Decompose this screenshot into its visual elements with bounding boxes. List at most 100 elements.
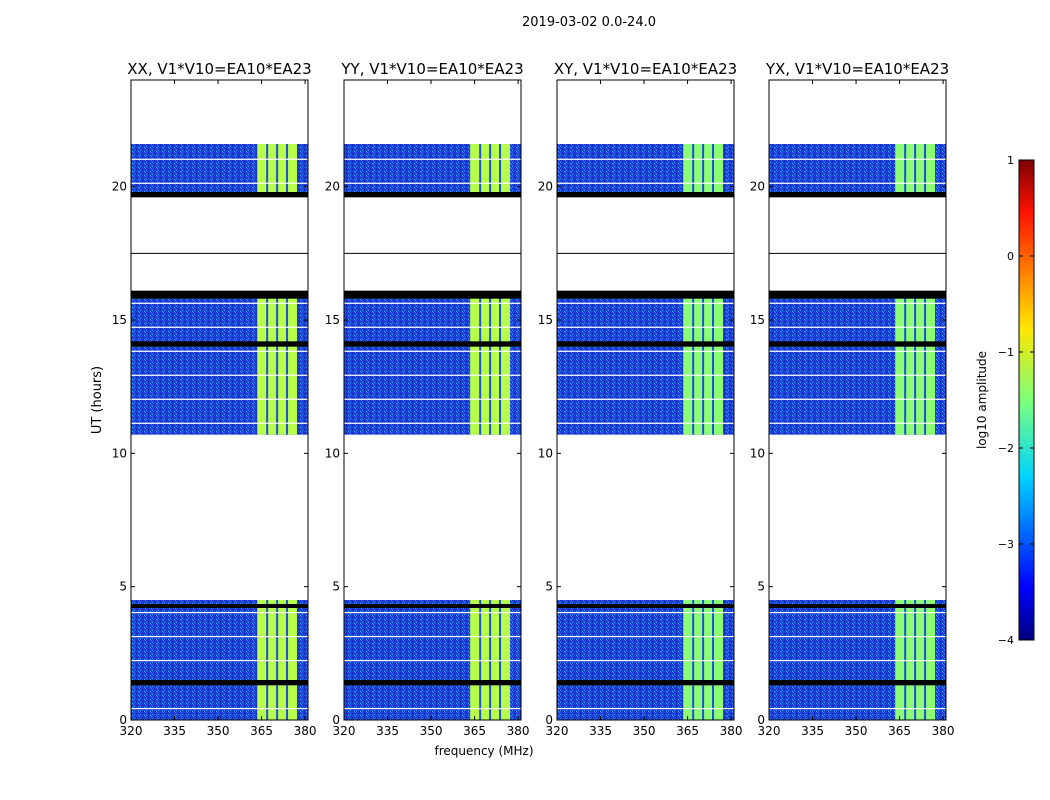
time-gap — [131, 182, 308, 184]
channel-gap — [276, 144, 279, 195]
time-gap — [769, 708, 946, 710]
time-gap — [131, 398, 308, 400]
time-gap — [557, 326, 734, 328]
time-gap — [131, 302, 308, 304]
channel-gap — [904, 293, 907, 435]
flagged-band — [344, 680, 521, 686]
x-tick-label: 350 — [845, 724, 868, 738]
x-tick-label: 335 — [376, 724, 399, 738]
x-tick-label: 380 — [294, 724, 317, 738]
y-tick-label: 5 — [757, 580, 765, 594]
y-tick-label: 15 — [750, 313, 765, 327]
time-gap — [344, 326, 521, 328]
y-tick-label: 20 — [112, 180, 127, 194]
time-gap — [131, 326, 308, 328]
time-gap — [344, 158, 521, 160]
time-gap — [557, 158, 734, 160]
time-gap — [769, 158, 946, 160]
x-tick-label: 380 — [720, 724, 743, 738]
panel-yy: YY, V1*V10=EA10*EA23 320 335 350 365 380 0 5 10 1… — [325, 60, 530, 738]
time-gap — [557, 660, 734, 662]
x-axis-label: frequency (MHz) — [434, 744, 533, 758]
time-gap — [557, 350, 734, 352]
colorbar-ticks: 1 0 −1 −2 −3 −4 — [998, 154, 1034, 647]
time-gap — [769, 326, 946, 328]
panel-frame — [343, 79, 522, 721]
flagged-band — [131, 290, 308, 299]
channel-gap — [276, 293, 279, 435]
colorbar-tick-label: −3 — [998, 538, 1014, 551]
channel-gap — [904, 144, 907, 195]
channel-gap — [499, 293, 502, 435]
panel-yx: YX, V1*V10=EA10*EA23 320 335 350 365 380 0 5 10 1… — [750, 60, 955, 738]
channel-gap — [266, 144, 269, 195]
colorbar-gradient — [1018, 159, 1035, 641]
time-gap — [344, 612, 521, 614]
colorbar: 1 0 −1 −2 −3 −4 log10 amplitude — [975, 154, 1035, 647]
x-tick-label: 320 — [758, 724, 781, 738]
time-gap — [344, 422, 521, 424]
time-gap — [769, 302, 946, 304]
heatmap-panels: XX, V1*V10=EA10*EA23 320 335 350 365 380 0 5 10 1… — [112, 60, 955, 738]
x-tick-label: 320 — [333, 724, 356, 738]
time-gap — [557, 182, 734, 184]
x-tick-label: 365 — [463, 724, 486, 738]
x-tick-label: 320 — [546, 724, 569, 738]
y-tick-label: 10 — [325, 446, 340, 460]
channel-gap — [489, 144, 492, 195]
x-tick-label: 350 — [633, 724, 656, 738]
channel-gap — [266, 293, 269, 435]
time-gap — [344, 374, 521, 376]
time-gap — [769, 350, 946, 352]
time-gap — [769, 182, 946, 184]
time-gap — [769, 660, 946, 662]
x-tick-label: 365 — [888, 724, 911, 738]
channel-gap — [924, 293, 927, 435]
y-tick-label: 10 — [112, 446, 127, 460]
y-tick-label: 20 — [750, 180, 765, 194]
figure-suptitle: 2019-03-02 0.0-24.0 — [522, 15, 656, 30]
channel-gap — [914, 144, 917, 195]
time-gap — [769, 612, 946, 614]
flagged-band — [344, 604, 521, 608]
y-tick-label: 15 — [112, 313, 127, 327]
channel-gap — [914, 293, 917, 435]
channel-gap — [924, 144, 927, 195]
time-gap — [557, 612, 734, 614]
time-gap — [131, 422, 308, 424]
panel-title: YY, V1*V10=EA10*EA23 — [340, 60, 523, 78]
channel-gap — [479, 293, 482, 435]
y-tick-label: 10 — [750, 446, 765, 460]
flagged-band — [344, 341, 521, 347]
y-axis-label: UT (hours) — [90, 366, 105, 434]
x-tick-label: 335 — [163, 724, 186, 738]
y-tick-label: 0 — [757, 713, 765, 727]
channel-gap — [286, 293, 289, 435]
time-gap — [344, 636, 521, 638]
colorbar-tick-label: −4 — [998, 634, 1014, 647]
y-tick-label: 20 — [538, 180, 553, 194]
y-tick-label: 0 — [119, 713, 127, 727]
channel-gap — [499, 144, 502, 195]
panel-xy: XY, V1*V10=EA10*EA23 320 335 350 365 380 0 5 10 1… — [538, 60, 743, 738]
time-gap — [344, 660, 521, 662]
time-gap — [557, 422, 734, 424]
time-gap — [557, 398, 734, 400]
y-tick-label: 5 — [545, 580, 553, 594]
flagged-band — [769, 604, 946, 608]
flagged-band — [769, 192, 946, 198]
colorbar-tick-label: −1 — [998, 346, 1014, 359]
y-tick-label: 20 — [325, 180, 340, 194]
flagged-band — [557, 604, 734, 608]
x-tick-label: 350 — [420, 724, 443, 738]
x-tick-label: 365 — [250, 724, 273, 738]
flagged-band — [344, 192, 521, 198]
time-gap — [557, 708, 734, 710]
x-tick-label: 365 — [676, 724, 699, 738]
x-tick-label: 335 — [801, 724, 824, 738]
x-tick-label: 320 — [120, 724, 143, 738]
channel-gap — [702, 144, 705, 195]
flagged-band — [769, 290, 946, 299]
panel-title: YX, V1*V10=EA10*EA23 — [765, 60, 949, 78]
